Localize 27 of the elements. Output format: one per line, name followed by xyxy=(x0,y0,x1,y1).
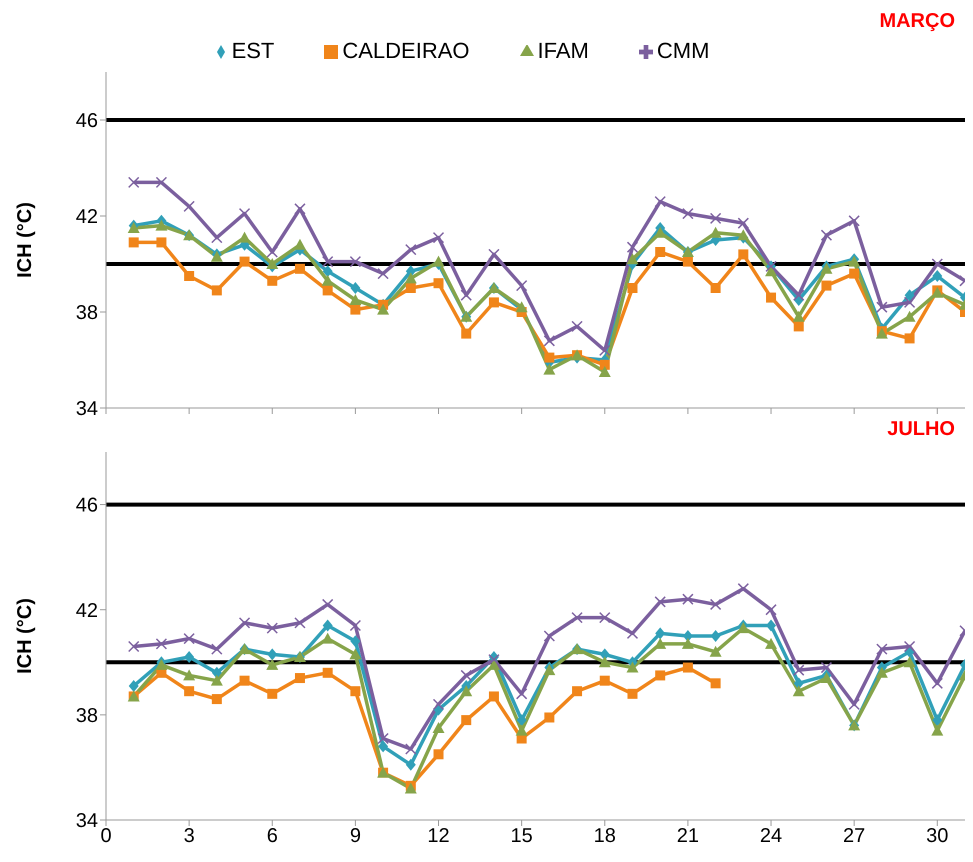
x-tick-label: 0 xyxy=(100,825,112,848)
y-tick-label: 42 xyxy=(76,206,98,228)
y-tick-label: 34 xyxy=(76,398,98,420)
x-tick-label: 15 xyxy=(510,825,533,848)
legend-label: CMM xyxy=(656,38,710,63)
x-tick-label: 18 xyxy=(594,825,616,848)
chart-title: MARÇO xyxy=(879,10,955,33)
x-tick-label: 27 xyxy=(843,825,866,848)
chart-title: JULHO xyxy=(887,418,955,441)
x-tick-label: 9 xyxy=(350,825,361,848)
x-tick-label: 6 xyxy=(266,825,278,848)
legend-label: CALDEIRAO xyxy=(342,38,470,63)
y-axis-title: ICH (°C) xyxy=(14,598,36,674)
y-tick-label: 34 xyxy=(76,810,98,832)
y-tick-label: 46 xyxy=(76,494,98,517)
x-tick-label: 24 xyxy=(760,825,782,848)
x-tick-label: 21 xyxy=(676,825,700,848)
y-tick-label: 46 xyxy=(76,110,98,132)
x-tick-label: 30 xyxy=(926,825,948,848)
y-tick-label: 38 xyxy=(76,302,98,324)
y-tick-label: 38 xyxy=(76,704,98,727)
x-tick-label: 12 xyxy=(427,825,450,848)
x-tick-label: 3 xyxy=(184,825,195,848)
legend-label: IFAM xyxy=(538,38,589,63)
legend-label: EST xyxy=(232,38,274,63)
y-tick-label: 42 xyxy=(76,600,98,622)
y-axis-title: ICH (°C) xyxy=(14,202,36,278)
